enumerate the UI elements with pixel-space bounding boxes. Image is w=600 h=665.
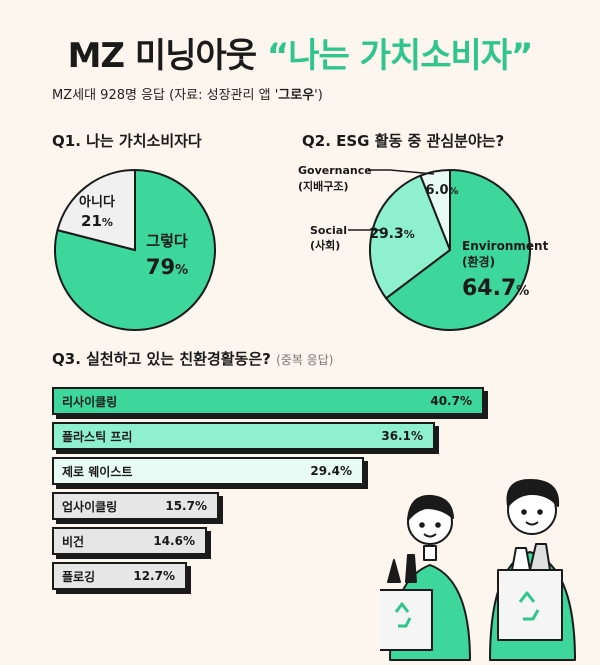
q1-label-no: 아니다 bbox=[79, 194, 115, 210]
title-main: MZ 미닝아웃 bbox=[67, 36, 257, 76]
q3-bar-value: 12.7% bbox=[133, 569, 175, 583]
q3-bar-3: 업사이클링 15.7% bbox=[52, 492, 219, 520]
q2-pie-chart: Environment(환경)64.7%29.3%Social(사회)6.0%G… bbox=[298, 164, 549, 331]
q3-bar-label: 제로 웨이스트 bbox=[62, 464, 133, 479]
q2-leader-governance bbox=[368, 169, 435, 175]
q3-bar-value: 15.7% bbox=[165, 499, 207, 513]
q2-title: Q2. ESG 활동 중 관심분야는? bbox=[302, 132, 505, 150]
q1-label-yes: 그렇다 bbox=[146, 232, 188, 250]
q3-note: (중복 응답) bbox=[276, 353, 334, 367]
q1-title: Q1. 나는 가치소비자다 bbox=[52, 132, 202, 150]
q2-sublabel-social: (사회) bbox=[310, 238, 340, 252]
q3-bar-0: 리사이클링 40.7% bbox=[52, 387, 484, 415]
q3-title-text: Q3. 실천하고 있는 친환경활동은? bbox=[52, 350, 271, 368]
q3-bar-label: 비건 bbox=[62, 534, 85, 549]
q2-value-social: 29.3% bbox=[369, 226, 415, 242]
q2-label-environment: Environment bbox=[462, 239, 549, 253]
q3-bar-label: 플로깅 bbox=[62, 569, 96, 584]
q3-bar-2: 제로 웨이스트 29.4% bbox=[52, 457, 364, 485]
subtitle: MZ세대 928명 응답 (자료: 성장관리 앱 '그로우') bbox=[52, 84, 323, 103]
q1-slice-1 bbox=[56, 168, 136, 252]
title-accent: “나는 가치소비자” bbox=[266, 36, 533, 76]
q3-bar-value: 36.1% bbox=[381, 429, 423, 443]
q3-title: Q3. 실천하고 있는 친환경활동은? (중복 응답) bbox=[52, 348, 333, 369]
q2-sublabel-environment: (환경) bbox=[462, 254, 495, 269]
recycling-people-illustration bbox=[380, 479, 576, 661]
q3-bar-label: 업사이클링 bbox=[62, 499, 118, 514]
q2-slice-2 bbox=[419, 168, 451, 251]
subtitle-pre: MZ세대 928명 응답 (자료: 성장관리 앱 ' bbox=[52, 88, 279, 103]
q3-bar-5: 플로깅 12.7% bbox=[52, 562, 187, 590]
q2-sublabel-governance: (지배구조) bbox=[298, 179, 349, 193]
q3-bar-4: 비건 14.6% bbox=[52, 527, 207, 555]
q1-value-no: 21% bbox=[81, 212, 113, 230]
subtitle-app: 그로우 bbox=[278, 88, 315, 103]
q2-value-governance: 6.0% bbox=[425, 183, 458, 198]
q3-bar-value: 40.7% bbox=[430, 394, 472, 408]
q2-label-social: Social bbox=[310, 224, 347, 237]
q2-slice-0 bbox=[384, 168, 531, 331]
q3-bar-1: 플라스틱 프리 36.1% bbox=[52, 422, 435, 450]
page-title: MZ 미닝아웃 “나는 가치소비자” bbox=[0, 28, 600, 77]
q3-bar-label: 리사이클링 bbox=[62, 394, 118, 409]
q2-label-governance: Governance bbox=[298, 164, 372, 177]
q2-slice-1 bbox=[369, 174, 452, 300]
q3-bar-value: 14.6% bbox=[153, 534, 195, 548]
q3-bar-label: 플라스틱 프리 bbox=[62, 429, 133, 444]
q3-bar-value: 29.4% bbox=[310, 464, 352, 478]
subtitle-post: ') bbox=[314, 88, 323, 103]
